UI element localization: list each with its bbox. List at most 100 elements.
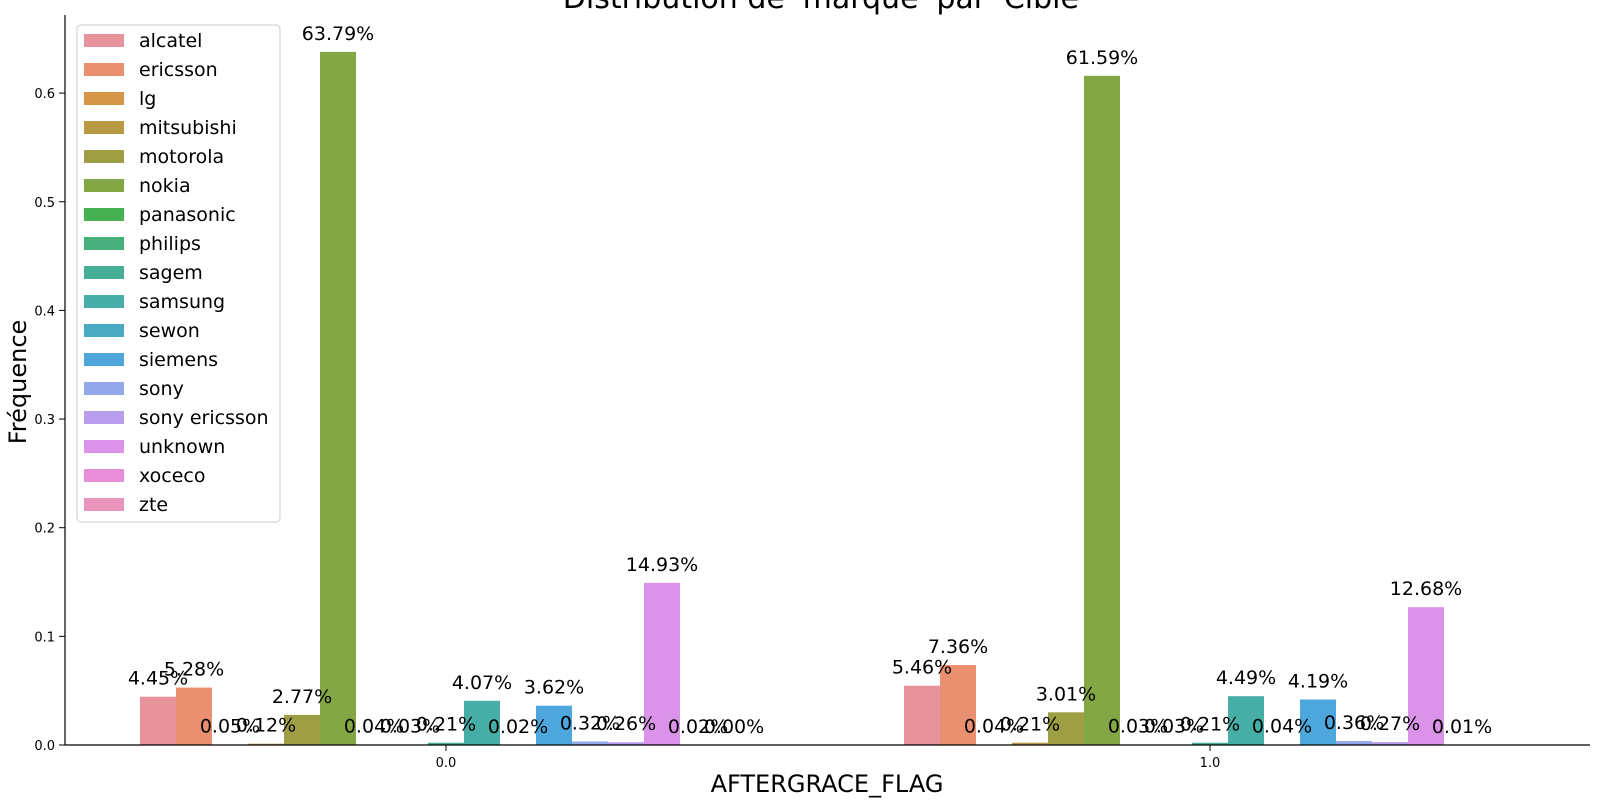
- bar-unknown-1.0: [1408, 607, 1444, 745]
- data-label: 0.32%: [560, 713, 620, 735]
- legend-swatch: [84, 179, 124, 192]
- legend: alcatel ericsson lg mitsubishi motorola nokia…: [76, 24, 281, 523]
- data-labels-layer: 4.45% 5.46% 5.28% 7.36% 0.05% 0.04% 0.12% 0.21%…: [128, 23, 1492, 738]
- data-label: 4.19%: [1288, 671, 1348, 693]
- bars-layer: [140, 51, 1480, 746]
- legend-swatch: [84, 498, 124, 511]
- legend-swatch: [84, 266, 124, 279]
- legend-swatch: [84, 469, 124, 482]
- y-tick-label: 0.3: [34, 413, 55, 428]
- x-tick-label: 0.0: [436, 756, 457, 771]
- data-label: 0.00%: [704, 716, 764, 738]
- bar-nokia-1.0: [1084, 75, 1120, 746]
- legend-swatch: [84, 353, 124, 366]
- data-label: 5.46%: [892, 657, 952, 679]
- y-tick-label: 0.1: [34, 630, 55, 645]
- y-axis-title: Fréquence: [4, 320, 32, 445]
- data-label: 0.03%: [1108, 716, 1168, 738]
- data-label: 0.04%: [964, 716, 1024, 738]
- bar-motorola-0.0: [284, 714, 320, 745]
- data-label: 0.04%: [1252, 716, 1312, 738]
- legend-label: alcatel: [139, 30, 202, 52]
- data-label: 0.36%: [1324, 712, 1384, 734]
- legend-swatch: [84, 34, 124, 47]
- bar-alcatel-0.0: [140, 696, 176, 745]
- legend-label: sony: [139, 378, 184, 400]
- y-tick-label: 0.5: [34, 196, 55, 211]
- data-label: 0.26%: [596, 713, 656, 735]
- chart-title: Distribution de 'marque' par 'Cible': [563, 0, 1087, 16]
- data-label: 0.02%: [488, 716, 548, 738]
- legend-swatch: [84, 440, 124, 453]
- data-label: 0.27%: [1360, 713, 1420, 735]
- legend-label: sewon: [139, 320, 200, 342]
- y-tick-label: 0.6: [34, 87, 55, 102]
- bar-mitsubishi-1.0: [1012, 742, 1048, 745]
- data-label: 12.68%: [1390, 578, 1462, 600]
- bar-samsung-1.0: [1228, 696, 1264, 745]
- data-label: 0.21%: [1000, 714, 1060, 736]
- legend-frame: [76, 24, 281, 523]
- bar-unknown-0.0: [644, 582, 680, 745]
- legend-swatch: [84, 150, 124, 163]
- bar-sony-ericsson-0.0: [608, 742, 644, 745]
- legend-swatch: [84, 121, 124, 134]
- data-label: 3.62%: [524, 677, 584, 699]
- data-label: 0.12%: [236, 715, 296, 737]
- data-label: 4.45%: [128, 668, 188, 690]
- bar-samsung-0.0: [464, 700, 500, 745]
- legend-label: sagem: [139, 262, 203, 284]
- y-tick-label: 0.2: [34, 522, 55, 537]
- data-label: 63.79%: [302, 23, 374, 45]
- data-label: 14.93%: [626, 554, 698, 576]
- legend-label: panasonic: [139, 204, 236, 226]
- y-tick-label: 0.4: [34, 304, 55, 319]
- legend-swatch: [84, 382, 124, 395]
- data-label: 4.07%: [452, 672, 512, 694]
- legend-label: xoceco: [139, 465, 206, 487]
- y-ticks: 0.0 0.1 0.2 0.3 0.4 0.5 0.6: [34, 87, 65, 754]
- legend-label: ericsson: [139, 59, 218, 81]
- data-label: 0.03%: [1144, 716, 1204, 738]
- legend-swatch: [84, 295, 124, 308]
- bar-sony-ericsson-1.0: [1372, 742, 1408, 745]
- legend-swatch: [84, 411, 124, 424]
- bar-siemens-1.0: [1300, 699, 1336, 745]
- bar-sagem-1.0: [1192, 742, 1228, 745]
- bar-ericsson-0.0: [176, 687, 212, 745]
- bar-sagem-0.0: [428, 742, 464, 745]
- bar-ericsson-1.0: [940, 665, 976, 745]
- data-label: 0.21%: [1180, 714, 1240, 736]
- data-label: 61.59%: [1066, 47, 1138, 69]
- legend-label: zte: [139, 494, 168, 516]
- data-label: 7.36%: [928, 636, 988, 658]
- legend-swatch: [84, 63, 124, 76]
- bar-siemens-0.0: [536, 705, 572, 745]
- data-label: 0.05%: [200, 716, 260, 738]
- data-label: 0.02%: [668, 716, 728, 738]
- bar-nokia-0.0: [320, 51, 356, 745]
- legend-swatch: [84, 92, 124, 105]
- data-label: 4.49%: [1216, 667, 1276, 689]
- data-label: 0.01%: [1432, 716, 1492, 738]
- legend-label: samsung: [139, 291, 225, 313]
- bar-alcatel-1.0: [904, 685, 940, 745]
- axes-layer: [64, 15, 1590, 746]
- legend-label: nokia: [139, 175, 191, 197]
- legend-label: unknown: [139, 436, 225, 458]
- data-label: 0.21%: [416, 714, 476, 736]
- data-label: 5.28%: [164, 659, 224, 681]
- legend-label: lg: [139, 88, 156, 110]
- bar-motorola-1.0: [1048, 712, 1084, 745]
- bar-sony-0.0: [572, 741, 608, 745]
- legend-swatch: [84, 208, 124, 221]
- legend-label: philips: [139, 233, 201, 255]
- x-tick-label: 1.0: [1200, 756, 1221, 771]
- legend-label: sony ericsson: [139, 407, 269, 429]
- x-ticks: 0.0 1.0: [436, 745, 1221, 771]
- legend-swatch: [84, 237, 124, 250]
- bar-mitsubishi-0.0: [248, 743, 284, 745]
- x-axis-title: AFTERGRACE_FLAG: [711, 770, 944, 798]
- legend-swatch: [84, 324, 124, 337]
